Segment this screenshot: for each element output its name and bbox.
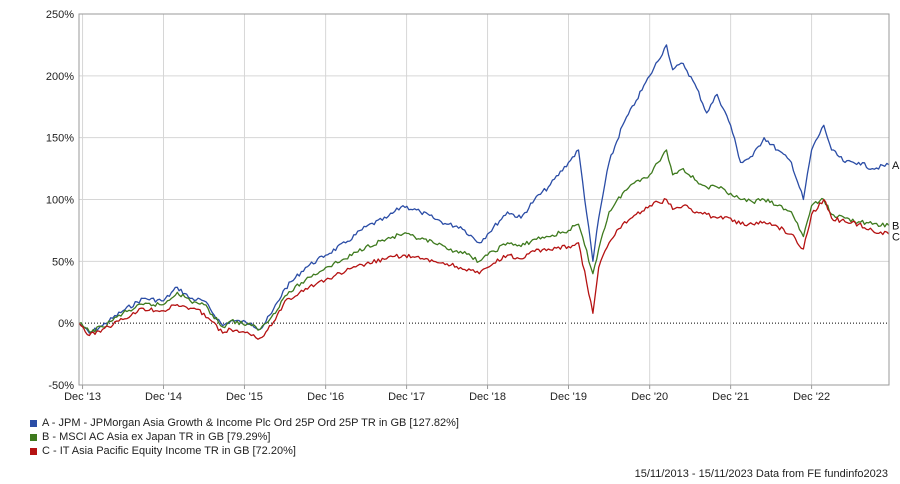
y-tick-label: 100% <box>46 195 74 207</box>
series-line-a <box>78 44 890 334</box>
x-tick-label: Dec '14 <box>145 391 182 403</box>
x-tick-label: Dec '15 <box>226 391 263 403</box>
series-line-b <box>78 149 890 333</box>
legend-label: A - JPM - JPMorgan Asia Growth & Income … <box>42 417 459 429</box>
series-layer <box>78 44 890 340</box>
series-line-c <box>78 198 890 340</box>
series-end-label: C <box>892 231 900 243</box>
y-tick-label: 0% <box>58 318 74 330</box>
y-tick-label: 200% <box>46 71 74 83</box>
legend-label: C - IT Asia Pacific Equity Income TR in … <box>42 445 296 457</box>
y-tick-label: 250% <box>46 9 74 21</box>
x-tick-label: Dec '22 <box>793 391 830 403</box>
series-end-label: B <box>892 220 899 232</box>
x-tick-label: Dec '17 <box>388 391 425 403</box>
end-labels: A BC <box>892 160 900 244</box>
x-axis: Dec '13 Dec '14 Dec '15 Dec '16 Dec '17 Dec '… <box>64 385 830 403</box>
legend-item: A - JPM - JPMorgan Asia Growth & Income … <box>30 416 459 430</box>
legend-swatch <box>30 419 37 427</box>
y-tick-label: -50% <box>48 380 74 392</box>
legend-swatch <box>30 447 37 455</box>
y-tick-label: 150% <box>46 133 74 145</box>
legend-item: C - IT Asia Pacific Equity Income TR in … <box>30 444 459 458</box>
legend: A - JPM - JPMorgan Asia Growth & Income … <box>30 416 459 458</box>
x-tick-label: Dec '19 <box>550 391 587 403</box>
x-tick-label: Dec '18 <box>469 391 506 403</box>
legend-swatch <box>30 433 37 441</box>
x-tick-label: Dec '20 <box>631 391 668 403</box>
y-axis: -50% 0% 50% 100% 150% 200% 250% <box>46 9 74 392</box>
grid-layer <box>79 13 889 386</box>
y-tick-label: 50% <box>52 256 74 268</box>
legend-label: B - MSCI AC Asia ex Japan TR in GB [79.2… <box>42 431 271 443</box>
line-chart: -50% 0% 50% 100% 150% 200% 250% Dec '13 Dec '14… <box>46 9 900 403</box>
plot-frame <box>78 13 890 386</box>
series-end-label: A <box>892 160 900 172</box>
x-tick-label: Dec '21 <box>712 391 749 403</box>
footer-date-range: 15/11/2013 - 15/11/2023 Data from FE fun… <box>634 468 888 480</box>
legend-item: B - MSCI AC Asia ex Japan TR in GB [79.2… <box>30 430 459 444</box>
x-tick-label: Dec '16 <box>307 391 344 403</box>
x-tick-label: Dec '13 <box>64 391 101 403</box>
